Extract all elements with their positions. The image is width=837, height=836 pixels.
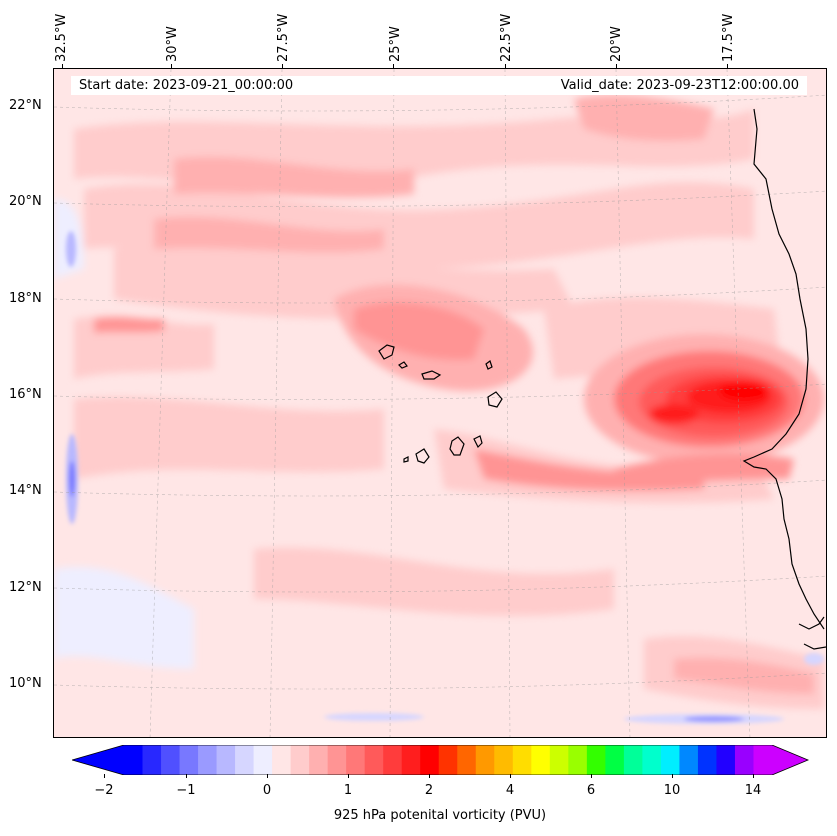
colorbar-tick-label: −1 [176,783,196,798]
lat-label: 10°N [9,676,42,691]
colorbar-segment [383,745,403,775]
pv-field [54,69,826,737]
colorbar-segment [679,745,699,775]
colorbar-segment [124,745,144,775]
colorbar-segment [272,745,292,775]
colorbar-segment [475,745,495,775]
lon-label: 30°W [165,26,180,62]
colorbar-tick-label: 6 [586,783,596,798]
colorbar-segment [586,745,606,775]
lat-label: 14°N [9,483,42,498]
colorbar-segment [235,745,255,775]
lon-label: 25°W [388,26,403,62]
colorbar-segment [179,745,199,775]
colorbar-tick-label: 1 [343,783,353,798]
graticule [54,69,826,737]
lat-label: 18°N [9,291,42,306]
colorbar-segment [364,745,384,775]
info-bar: Start date: 2023-09-21_00:00:00 Valid_da… [71,76,807,95]
cape-verde-islands [378,344,503,464]
coastline [742,108,826,650]
colorbar-segment [457,745,477,775]
colorbar-tick-label: 2 [424,783,434,798]
colorbar-tick-label: 14 [744,783,762,798]
colorbar-segment [161,745,181,775]
valid-date: Valid_date: 2023-09-23T12:00:00.00 [560,78,799,93]
colorbar-segment [660,745,680,775]
colorbar-segment [438,745,458,775]
colorbar-segment [420,745,440,775]
colorbar-segment [253,745,273,775]
lon-label: 20°W [609,26,624,62]
map-plot-area [53,68,827,738]
colorbar-segment [623,745,643,775]
lon-label: 22.5°W [499,13,514,62]
colorbar-segment [327,745,347,775]
colorbar-segment [753,745,773,775]
pv-negative-patches [66,231,824,724]
colorbar-segment [531,745,551,775]
colorbar-extend-low [72,745,124,775]
colorbar-segment [568,745,588,775]
lat-label: 22°N [9,98,42,113]
colorbar-segment [346,745,366,775]
lat-label: 12°N [9,580,42,595]
colorbar-segment [605,745,625,775]
colorbar-segment [716,745,736,775]
colorbar-extend-high [772,745,808,775]
colorbar-segment [142,745,162,775]
lon-label: 32.5°W [54,13,69,62]
colorbar-segment [198,745,218,775]
colorbar-tick-label: −2 [94,783,114,798]
colorbar-segment [290,745,310,775]
lat-label: 16°N [9,387,42,402]
colorbar-label: 925 hPa potenital vorticity (PVU) [333,808,547,823]
colorbar-segments [72,745,810,775]
colorbar [72,745,810,775]
lon-label: 17.5°W [721,13,736,62]
colorbar-tick-label: 4 [505,783,515,798]
colorbar-segment [309,745,329,775]
colorbar-segment [697,745,717,775]
pv-contours [54,94,824,709]
colorbar-segment [401,745,421,775]
colorbar-tick-label: 0 [262,783,272,798]
start-date: Start date: 2023-09-21_00:00:00 [79,78,294,93]
colorbar-segment [494,745,514,775]
colorbar-segment [512,745,532,775]
colorbar-segment [216,745,236,775]
colorbar-segment [642,745,662,775]
lat-label: 20°N [9,194,42,209]
colorbar-tick-label: 10 [663,783,681,798]
colorbar-segment [549,745,569,775]
lon-label: 27.5°W [276,13,291,62]
colorbar-segment [734,745,754,775]
